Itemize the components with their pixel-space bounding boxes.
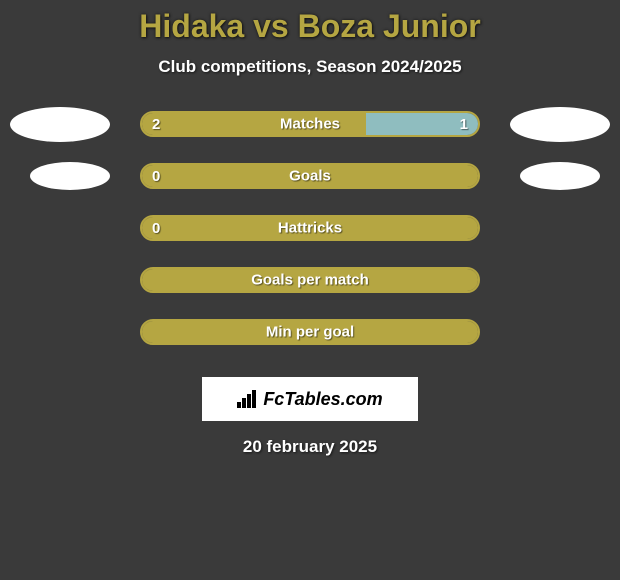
stat-row-hattricks: 0 Hattricks xyxy=(0,215,620,241)
bar-matches: 2 1 Matches xyxy=(140,111,480,137)
stat-row-mpg: Min per goal xyxy=(0,319,620,345)
bar-hattricks: 0 Hattricks xyxy=(140,215,480,241)
player-left-ellipse xyxy=(10,107,110,142)
bar-label: Min per goal xyxy=(266,324,354,341)
bar-left-value: 0 xyxy=(152,220,160,237)
bar-label: Goals xyxy=(289,168,331,185)
logo-text: FcTables.com xyxy=(237,389,382,410)
stat-row-gpm: Goals per match xyxy=(0,267,620,293)
date: 20 february 2025 xyxy=(243,437,377,457)
bar-chart-icon xyxy=(237,390,259,408)
logo-label: FcTables.com xyxy=(263,389,382,410)
bar-gpm: Goals per match xyxy=(140,267,480,293)
player-right-ellipse xyxy=(510,107,610,142)
stat-row-matches: 2 1 Matches xyxy=(0,111,620,137)
bar-right-fill: 1 xyxy=(366,113,478,135)
bar-goals: 0 Goals xyxy=(140,163,480,189)
stat-row-goals: 0 Goals xyxy=(0,163,620,189)
bar-label: Matches xyxy=(280,116,340,133)
bar-label: Hattricks xyxy=(278,220,342,237)
logo-box: FcTables.com xyxy=(202,377,418,421)
comparison-infographic: Hidaka vs Boza Junior Club competitions,… xyxy=(0,0,620,580)
bar-label: Goals per match xyxy=(251,272,369,289)
bar-mpg: Min per goal xyxy=(140,319,480,345)
bar-right-value: 1 xyxy=(460,116,468,133)
bar-left-value: 0 xyxy=(152,168,160,185)
title: Hidaka vs Boza Junior xyxy=(139,8,480,45)
bar-left-value: 2 xyxy=(152,116,160,133)
subtitle: Club competitions, Season 2024/2025 xyxy=(158,57,461,77)
player-left-ellipse xyxy=(30,162,110,190)
player-right-ellipse xyxy=(520,162,600,190)
